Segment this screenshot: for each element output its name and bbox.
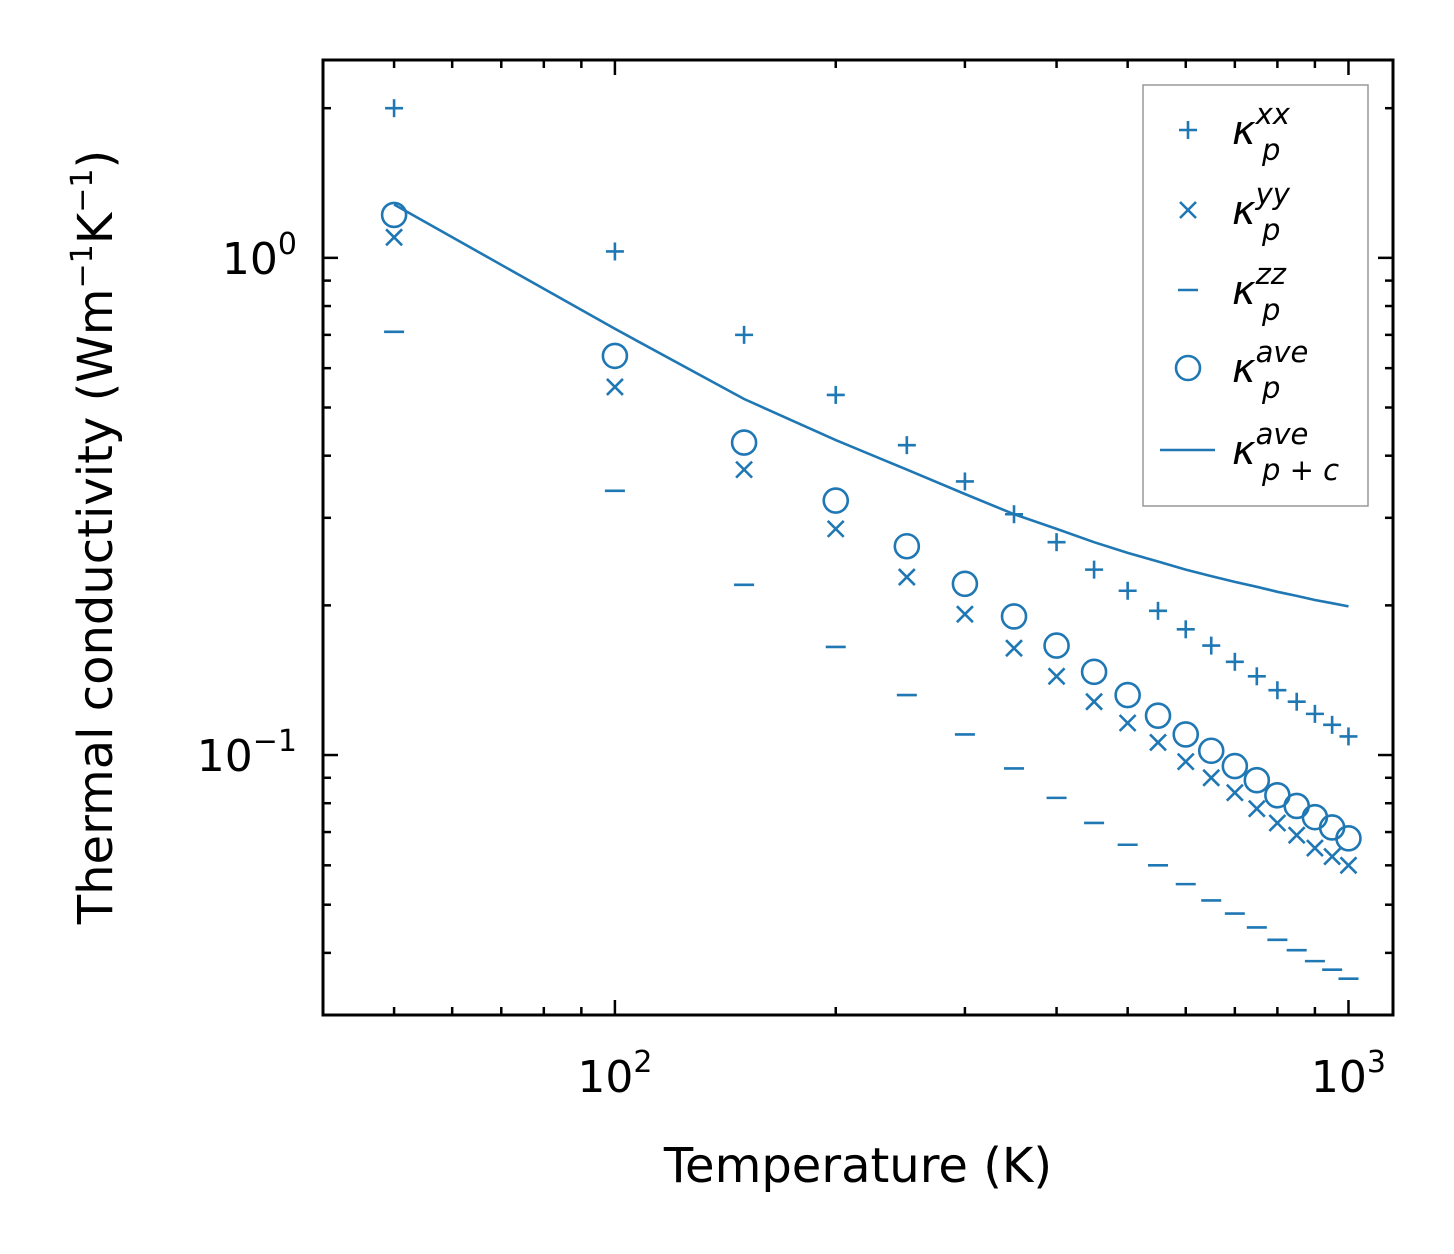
series-line-kappa-p-c-ave xyxy=(393,203,1349,608)
legend-entry: κxx p xyxy=(1179,97,1291,167)
x-axis-label: Temperature (K) xyxy=(663,1138,1052,1194)
series-circle xyxy=(380,201,1362,852)
tick-labels: 102 103 100 10−1 xyxy=(197,227,1386,1103)
plot-frame xyxy=(321,58,1395,1017)
data-point-x xyxy=(1118,714,1137,732)
data-point-x xyxy=(1005,639,1023,658)
data-point-circle xyxy=(601,342,629,370)
data-point-plus xyxy=(955,472,974,491)
x-tick-label: 103 xyxy=(1311,1045,1386,1103)
series-x xyxy=(385,228,1358,875)
data-point-circle xyxy=(1000,603,1028,630)
legend: κxx p κyy p κzz p κave p κave p + c xyxy=(1142,84,1369,507)
legend-marker-x xyxy=(1179,201,1197,219)
data-point-plus xyxy=(1247,667,1266,686)
data-point-x xyxy=(1323,847,1342,866)
data-point-x xyxy=(605,378,624,396)
data-point-circle xyxy=(1043,632,1070,659)
data-point-plus xyxy=(735,325,754,344)
legend-entry: κzz p xyxy=(1178,257,1287,327)
data-point-circle xyxy=(1197,737,1225,765)
data-point-plus xyxy=(1268,681,1287,700)
data-point-x xyxy=(826,519,845,538)
data-point-plus xyxy=(1176,620,1195,639)
legend-entry: κave p xyxy=(1174,335,1308,405)
data-point-x xyxy=(1305,839,1324,857)
y-axis-label: Thermal conductivity (Wm−1K−1) xyxy=(65,150,124,925)
x-tick-label: 102 xyxy=(577,1045,652,1103)
data-point-x xyxy=(1287,826,1306,845)
data-point-circle xyxy=(1080,658,1108,686)
data-point-x xyxy=(1268,814,1287,832)
data-point-x xyxy=(1339,856,1358,875)
legend-label: κyy p xyxy=(1232,177,1291,247)
data-point-x xyxy=(1225,783,1244,802)
data-point-circle xyxy=(1243,766,1271,794)
data-point-plus xyxy=(605,242,624,261)
y-tick-label: 10−1 xyxy=(197,724,297,782)
legend-label: κave p xyxy=(1232,335,1308,405)
data-point-x xyxy=(1085,692,1104,711)
data-point-plus xyxy=(1149,601,1168,620)
data-point-circle xyxy=(951,570,979,598)
data-point-plus xyxy=(385,99,404,118)
data-point-plus xyxy=(1047,533,1066,552)
data-point-plus xyxy=(1323,715,1342,734)
legend-label: κxx p xyxy=(1232,97,1291,167)
data-point-circle xyxy=(1144,702,1172,729)
plot-area xyxy=(380,99,1362,980)
legend-marker-circle xyxy=(1174,354,1202,382)
data-point-x xyxy=(1149,733,1167,752)
data-point-circle xyxy=(1114,681,1141,709)
data-point-plus xyxy=(1118,581,1137,600)
data-point-plus xyxy=(1305,704,1324,723)
data-point-circle xyxy=(380,201,408,229)
data-point-plus xyxy=(1085,560,1104,579)
series-hline xyxy=(384,330,1359,980)
data-point-x xyxy=(1047,667,1066,686)
data-point-plus xyxy=(897,436,916,455)
y-tick-label: 100 xyxy=(222,227,297,285)
data-point-x xyxy=(735,460,754,479)
legend-entry: κave p + c xyxy=(1160,417,1339,487)
data-point-plus xyxy=(1287,692,1306,711)
legend-label: κzz p xyxy=(1232,257,1287,327)
legend-marker-plus xyxy=(1179,121,1197,139)
data-point-x xyxy=(897,568,916,586)
data-point-x xyxy=(1176,752,1195,771)
data-point-circle xyxy=(1318,814,1346,841)
data-point-plus xyxy=(826,385,845,404)
data-point-circle xyxy=(1335,825,1362,852)
data-point-circle xyxy=(1283,792,1310,820)
data-point-plus xyxy=(1202,636,1221,655)
legend-entry: κyy p xyxy=(1179,177,1291,247)
data-point-circle xyxy=(1172,721,1200,748)
legend-label: κave p + c xyxy=(1232,417,1339,487)
data-point-circle xyxy=(1221,752,1249,780)
series-plus xyxy=(385,99,1358,746)
data-point-circle xyxy=(822,487,850,514)
data-point-x xyxy=(955,605,974,624)
data-point-plus xyxy=(1225,652,1244,671)
data-point-circle xyxy=(730,429,758,456)
data-point-x xyxy=(385,228,404,247)
data-point-x xyxy=(1247,799,1266,818)
data-point-circle xyxy=(1301,803,1329,831)
data-point-plus xyxy=(1339,727,1358,746)
data-point-circle xyxy=(893,532,921,560)
data-point-x xyxy=(1202,768,1221,787)
legend-frame xyxy=(1142,84,1369,507)
